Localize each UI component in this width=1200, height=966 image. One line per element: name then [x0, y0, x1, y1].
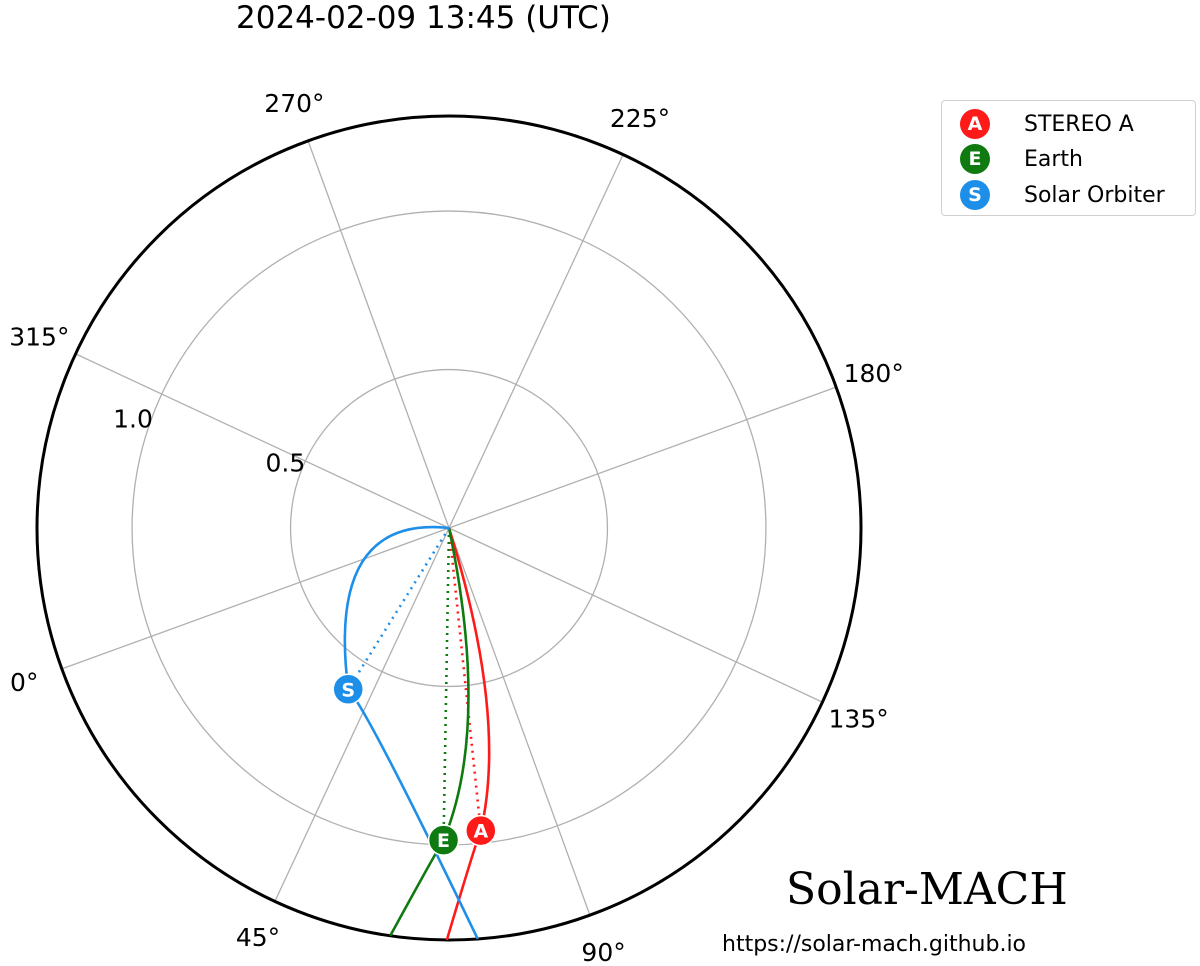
angular-tick-label-4: 180° — [844, 359, 904, 388]
angular-tick-label-3: 135° — [829, 705, 889, 734]
radial-grid-circle-0 — [289, 368, 609, 688]
marker-solar-orbiter — [332, 673, 364, 706]
marker-earth — [427, 824, 460, 856]
connector-solar-orbiter — [347, 527, 451, 690]
angular-tick-label-7: 315° — [9, 322, 69, 351]
angular-tick-label-0: 0° — [10, 668, 38, 697]
legend-item-earth: E Earth — [960, 144, 1083, 174]
legend-label-solar-orbiter: Solar Orbiter — [1024, 182, 1165, 208]
angular-tick-label-1: 45° — [236, 923, 280, 952]
polar-frame — [35, 114, 863, 942]
angular-grid-line-2 — [448, 527, 591, 916]
legend-label-earth: Earth — [1024, 146, 1083, 172]
legend-label-stereo-a: STEREO A — [1024, 111, 1134, 137]
marker-label-stereo-a: A — [473, 821, 488, 843]
brand-name: Solar-MACH — [786, 864, 1068, 915]
angular-grid-line-1 — [274, 527, 450, 902]
angular-grid-line-3 — [448, 527, 823, 703]
marker-stereo-a — [465, 814, 497, 847]
connector-earth — [442, 527, 451, 841]
angular-tick-label-5: 225° — [610, 104, 670, 133]
tick-labels: 0° 45° 90° 135° 180° 225° 270° 315° 0.5 1.0 — [9, 89, 904, 966]
angular-grid-line-4 — [448, 386, 837, 529]
legend-marker-earth: E — [960, 144, 990, 174]
spiral-lines — [343, 525, 491, 940]
body-markers: A E S — [332, 673, 497, 856]
spiral-earth — [389, 527, 470, 937]
legend-item-solar-orbiter: S Solar Orbiter — [960, 180, 1165, 210]
chart-title: 2024-02-09 13:45 (UTC) — [236, 0, 611, 36]
angular-grid-line-7 — [75, 353, 450, 529]
spiral-stereo-a — [445, 527, 491, 940]
legend-marker-stereo-a: A — [960, 109, 990, 139]
radial-tick-label-1: 1.0 — [113, 405, 153, 434]
legend-item-stereo-a: A STEREO A — [960, 109, 1134, 139]
legend-marker-solar-orbiter: S — [960, 180, 990, 210]
brand-url: https://solar-mach.github.io — [722, 932, 1027, 957]
legend: A STEREO A E Earth S Solar Orbiter — [941, 100, 1196, 216]
angular-tick-label-6: 270° — [264, 89, 324, 118]
angular-grid-line-0 — [61, 527, 450, 670]
marker-label-solar-orbiter: S — [341, 679, 355, 701]
marker-label-earth: E — [437, 830, 450, 852]
radial-tick-label-0: 0.5 — [265, 448, 305, 477]
connector-stereo-a — [447, 527, 483, 831]
angular-grid-line-5 — [448, 154, 624, 529]
angular-grid-line-6 — [307, 140, 450, 529]
angular-tick-label-2: 90° — [581, 938, 625, 966]
